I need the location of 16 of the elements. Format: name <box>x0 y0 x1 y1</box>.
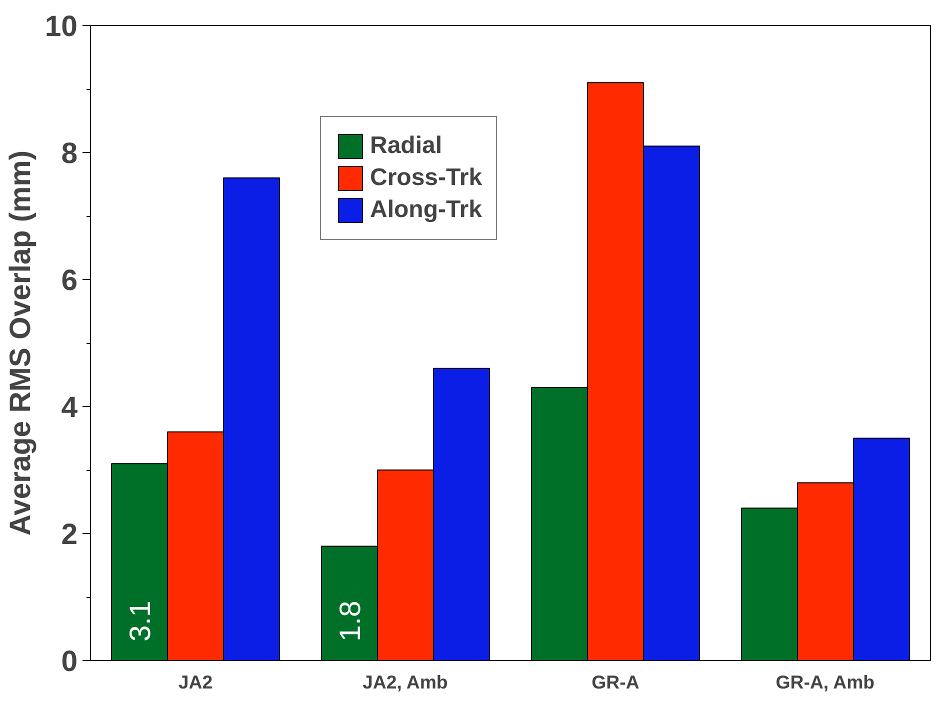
y-axis-title: Average RMS Overlap (mm) <box>4 150 37 536</box>
x-tick-label: GR-A <box>592 672 640 692</box>
y-tick-label: 0 <box>61 645 78 678</box>
x-tick-label: JA2, Amb <box>362 672 448 692</box>
data-label: 3.1 <box>124 600 157 642</box>
y-tick-label: 10 <box>44 10 78 43</box>
y-tick-label: 6 <box>61 264 78 297</box>
legend-label: Cross-Trk <box>370 164 482 192</box>
legend-label: Along-Trk <box>370 196 482 224</box>
y-tick-label: 4 <box>61 391 78 424</box>
x-tick-label: GR-A, Amb <box>776 672 875 692</box>
y-tick-label: 8 <box>61 137 78 170</box>
legend-label: Radial <box>370 132 442 160</box>
x-tick-label: JA2 <box>178 672 213 692</box>
y-tick-label: 2 <box>61 518 78 551</box>
data-label: 1.8 <box>334 600 367 642</box>
